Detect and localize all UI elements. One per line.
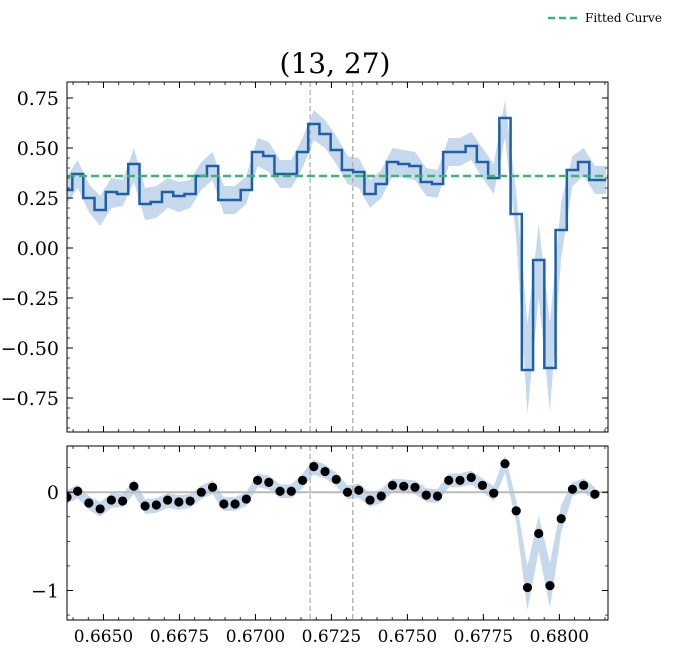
residual-point [253, 476, 262, 485]
residual-point [264, 478, 273, 487]
bottom-y-tick-label: −1 [31, 581, 59, 603]
residual-point [152, 500, 161, 509]
residual-point [534, 529, 543, 538]
residual-point [410, 483, 419, 492]
bottom-x-tick-label: 0.6775 [454, 627, 513, 647]
residual-point [433, 492, 442, 501]
residual-point [478, 481, 487, 490]
residual-point [399, 482, 408, 491]
bottom-x-tick-label: 0.6650 [74, 627, 133, 647]
residual-point [343, 488, 352, 497]
residual-point [579, 481, 588, 490]
residual-point [500, 459, 509, 468]
residual-point [590, 490, 599, 499]
top-y-tick-label: 0.00 [17, 238, 59, 260]
residual-point [96, 504, 105, 513]
top-y-tick-label: −0.25 [1, 288, 59, 310]
residual-point [174, 497, 183, 506]
residual-point [118, 496, 127, 505]
residual-point [422, 491, 431, 500]
residual-point [444, 476, 453, 485]
residual-point [388, 481, 397, 490]
bottom-x-tick-label: 0.6725 [302, 627, 361, 647]
top-panel: 0.75 0.50 0.25 0.00 −0.25 −0.50 −0.75 [1, 82, 608, 432]
residual-point [309, 462, 318, 471]
residual-point [84, 498, 93, 507]
residual-point [275, 487, 284, 496]
residual-point [332, 475, 341, 484]
residual-point [298, 476, 307, 485]
residual-point [129, 482, 138, 491]
top-y-tick-label: 0.50 [17, 138, 59, 160]
residual-point [185, 496, 194, 505]
bottom-y-tick-label: 0 [47, 482, 59, 504]
residual-point [73, 487, 82, 496]
residual-point [242, 494, 251, 503]
uncertainty-band [67, 100, 606, 414]
residual-point [489, 489, 498, 498]
residual-point [545, 581, 554, 590]
residual-point [287, 487, 296, 496]
residual-point [230, 499, 239, 508]
bottom-x-tick-label: 0.6700 [226, 627, 285, 647]
residual-point [219, 499, 228, 508]
residual-point [568, 485, 577, 494]
residual-point [557, 514, 566, 523]
residual-point [107, 495, 116, 504]
residual-point [163, 495, 172, 504]
top-y-tick-label: −0.50 [1, 338, 59, 360]
residual-point [208, 483, 217, 492]
residual-point [377, 492, 386, 501]
residual-point [197, 488, 206, 497]
bottom-x-tick-label: 0.6800 [530, 627, 589, 647]
residual-point [512, 506, 521, 515]
bottom-x-tick-label: 0.6750 [378, 627, 437, 647]
bottom-plot-area [62, 446, 608, 620]
residual-point [365, 495, 374, 504]
chart-title: (13, 27) [280, 47, 391, 80]
legend: Fitted Curve [548, 11, 662, 25]
legend-label-fitted-curve: Fitted Curve [585, 11, 662, 25]
top-y-tick-label: 0.75 [17, 88, 59, 110]
residual-point [354, 486, 363, 495]
residual-point [320, 467, 329, 476]
bottom-panel: 0.6650 0.6675 0.6700 0.6725 0.6750 0.6775 0.68… [31, 446, 608, 647]
top-y-tick-label: 0.25 [17, 188, 59, 210]
residual-point [523, 583, 532, 592]
residual-point [455, 476, 464, 485]
top-y-tick-label: −0.75 [1, 388, 59, 410]
residual-point [467, 473, 476, 482]
top-plot-area [67, 82, 608, 432]
bottom-x-tick-label: 0.6675 [150, 627, 209, 647]
residual-point [141, 501, 150, 510]
residual-band [67, 455, 595, 610]
